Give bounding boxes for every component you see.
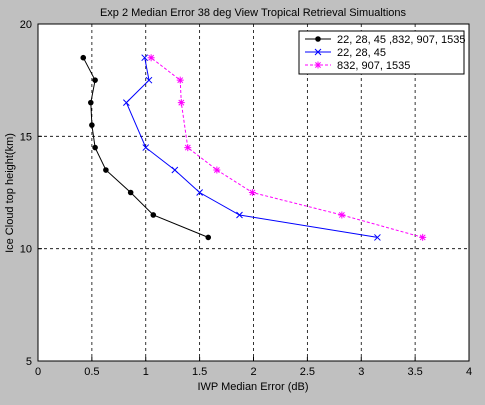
x-tick-label: 1 bbox=[143, 366, 149, 378]
data-point bbox=[314, 48, 322, 56]
y-tick-label: 10 bbox=[20, 244, 32, 256]
ticks: 0 0.5 1 1.5 2 2.5 3 3.5 4 5 10 15 20 bbox=[20, 19, 472, 378]
data-point bbox=[171, 166, 179, 174]
data-point bbox=[150, 212, 157, 218]
chart-title: Exp 2 Median Error 38 deg View Tropical … bbox=[100, 7, 407, 19]
legend-label-1: 22, 28, 45 ,832, 907, 1535 bbox=[337, 34, 465, 46]
legend-label-3: 832, 907, 1535 bbox=[337, 60, 410, 72]
legend-swatches bbox=[305, 36, 331, 69]
data-point bbox=[103, 167, 109, 173]
x-tick-label: 1.5 bbox=[192, 366, 207, 378]
data-point bbox=[236, 211, 243, 219]
data-point bbox=[142, 144, 150, 151]
series-line bbox=[150, 57, 423, 238]
data-point bbox=[213, 166, 221, 174]
series-layer bbox=[80, 54, 427, 241]
data-point bbox=[89, 122, 95, 128]
x-tick-label: 2.5 bbox=[300, 366, 315, 378]
data-point bbox=[176, 76, 184, 84]
data-point bbox=[87, 99, 94, 106]
data-point bbox=[127, 189, 134, 196]
data-point bbox=[141, 54, 149, 62]
data-point bbox=[374, 234, 381, 241]
data-point bbox=[177, 99, 185, 107]
data-point bbox=[123, 99, 130, 106]
x-tick-label: 3.5 bbox=[407, 366, 422, 378]
y-tick-label: 15 bbox=[20, 131, 32, 143]
x-tick-label: 0 bbox=[35, 366, 41, 378]
x-tick-label: 0.5 bbox=[84, 366, 99, 378]
x-tick-label: 2 bbox=[250, 366, 256, 378]
data-point bbox=[248, 189, 256, 196]
data-point bbox=[314, 61, 322, 69]
data-point bbox=[92, 77, 98, 83]
data-point bbox=[205, 234, 212, 241]
x-tick-label: 3 bbox=[358, 366, 364, 378]
x-tick-label: 4 bbox=[466, 366, 472, 378]
y-axis-label: Ice Cloud top height(km) bbox=[4, 133, 16, 253]
legend-label-2: 22, 28, 45 bbox=[337, 47, 386, 59]
series-line bbox=[125, 57, 378, 238]
data-point bbox=[196, 189, 203, 196]
y-tick-label: 5 bbox=[26, 356, 32, 368]
legend: 22, 28, 45 ,832, 907, 1535 22, 28, 45 83… bbox=[298, 30, 465, 75]
data-point bbox=[338, 211, 346, 219]
series-3 bbox=[147, 54, 427, 241]
data-point bbox=[184, 144, 192, 152]
data-point bbox=[315, 36, 321, 42]
y-tick-label: 20 bbox=[20, 19, 32, 31]
series-1 bbox=[80, 54, 212, 241]
data-point bbox=[80, 54, 87, 61]
x-axis-label: IWP Median Error (dB) bbox=[197, 381, 308, 393]
data-point bbox=[147, 54, 155, 62]
data-point bbox=[419, 233, 427, 241]
series-2 bbox=[123, 54, 381, 241]
data-point bbox=[92, 144, 98, 151]
data-point bbox=[145, 76, 153, 84]
